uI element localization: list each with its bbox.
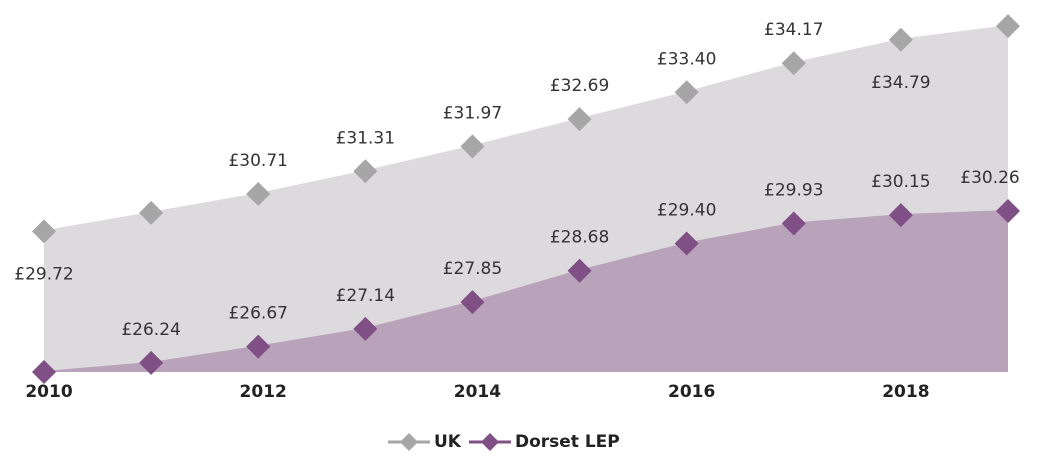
data-label: £32.69 [550,76,609,96]
marker [32,219,56,244]
marker [674,231,699,256]
marker [996,14,1020,39]
marker [246,181,271,206]
data-label: £29.93 [764,180,823,200]
x-tick-label: 2012 [240,382,287,402]
marker [32,360,56,384]
marker [353,316,378,341]
legend-label: UK [434,432,462,452]
area [44,210,1008,372]
x-tick-label: 2010 [25,382,72,402]
data-label: £29.72 [14,264,73,284]
data-label: £26.67 [228,304,287,324]
data-label: £28.68 [550,228,609,248]
data-label: £26.24 [121,320,180,340]
data-label: £31.97 [443,103,502,123]
data-label: £34.17 [764,20,823,40]
data-label: £27.14 [336,286,395,306]
marker [139,200,164,225]
marker [460,134,485,159]
marker [674,80,699,105]
line [43,25,1009,233]
x-tick-label: 2018 [882,382,929,402]
legend-label: Dorset LEP [515,432,620,452]
marker [888,27,913,52]
data-label: £34.79 [871,73,930,93]
marker [139,350,164,375]
marker [353,159,378,184]
marker [567,258,592,283]
data-label: £31.31 [336,128,395,148]
x-tick-label: 2016 [668,382,715,402]
data-label: £30.26 [960,168,1019,188]
marker [996,198,1020,223]
legend-marker [400,433,418,451]
data-label: £30.15 [871,172,930,192]
data-label: £33.40 [657,49,716,69]
marker [246,334,271,359]
line [43,209,1009,373]
data-label: £27.85 [443,259,502,279]
marker [460,290,485,315]
legend-marker [480,433,499,451]
marker [781,211,806,236]
x-tick-label: 2014 [454,382,501,402]
marker [888,203,913,228]
marker [567,107,592,132]
marker [781,51,806,76]
data-label: £30.71 [228,151,287,171]
data-label: £35.15 [960,0,1019,3]
data-label: £29.40 [657,200,716,220]
